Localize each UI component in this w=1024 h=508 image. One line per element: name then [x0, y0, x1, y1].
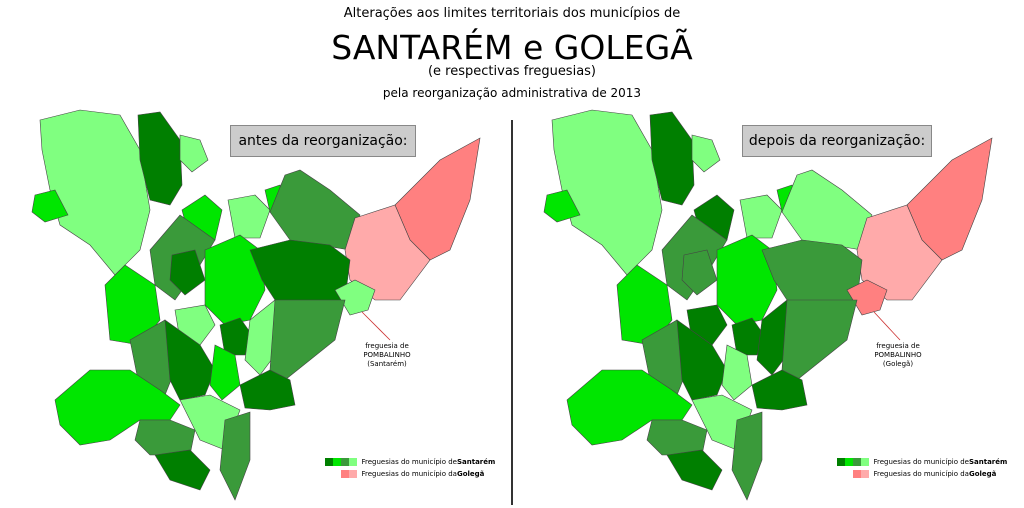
note-line: (Golegã) — [882, 360, 914, 368]
legend-golega-name: Golegã — [456, 469, 485, 478]
title-line-1: Alterações aos limites territoriais dos … — [343, 6, 681, 21]
parish-south-east-dark — [751, 369, 808, 411]
legend-golega-name: Golegã — [968, 469, 997, 478]
parish-south-west2 — [134, 419, 196, 456]
legend-after: Freguesias do município de Santarém Freg… — [837, 456, 1007, 480]
parish-north-small — [179, 134, 209, 173]
note-line: POMBALINHO — [363, 351, 411, 359]
map-after — [543, 109, 993, 501]
pointer-line-right — [873, 311, 901, 341]
parish-pombalinho — [334, 279, 376, 316]
note-line: (Santarém) — [367, 360, 407, 368]
parish-south-dark — [164, 319, 216, 401]
pombalinho-note-before: freguesia de POMBALINHO (Santarém) — [347, 342, 427, 369]
parish-north-strip — [649, 111, 695, 206]
parish-north-west — [551, 109, 663, 276]
note-line: freguesia de — [876, 342, 920, 350]
main-title: SANTARÉM e GOLEGÃ — [331, 28, 693, 67]
parish-center — [716, 234, 778, 326]
parish-center-dark — [681, 249, 718, 296]
parish-south-dark2 — [666, 449, 723, 491]
legend-before: Freguesias do município de Santarém Freg… — [325, 456, 495, 480]
legend-golega: Freguesias do município da — [361, 469, 457, 478]
legend-santarem-name: Santarém — [456, 457, 496, 466]
parish-center-east — [761, 239, 863, 306]
parish-west-mid — [616, 264, 673, 346]
map-before — [31, 109, 481, 501]
parish-center-east — [249, 239, 351, 306]
parish-south-tip — [219, 411, 251, 501]
parish-east-lower — [781, 299, 858, 381]
pointer-line-left — [361, 311, 391, 341]
parish-south-bright — [721, 344, 753, 401]
parish-south-bright — [209, 344, 241, 401]
title-line-4: pela reorganização administrativa de 201… — [382, 86, 642, 100]
legend-golega: Freguesias do município da — [873, 469, 969, 478]
note-line: POMBALINHO — [874, 351, 922, 359]
parish-mid-light2 — [244, 299, 276, 376]
panel-divider — [511, 120, 513, 505]
parish-mid-light2 — [756, 299, 788, 376]
parish-ne-b — [739, 194, 783, 239]
legend-santarem: Freguesias do município de — [361, 457, 457, 466]
note-line: freguesia de — [365, 342, 409, 350]
parish-west-mid — [104, 264, 161, 346]
parish-pombalinho — [846, 279, 888, 316]
parish-north-small — [691, 134, 721, 173]
parish-center-dark — [169, 249, 206, 296]
parish-north-west — [39, 109, 151, 276]
parish-east-lower — [269, 299, 346, 381]
pombalinho-note-after: freguesia de POMBALINHO (Golegã) — [858, 342, 938, 369]
parish-west-small — [543, 189, 581, 223]
parish-south-dark2 — [154, 449, 211, 491]
parish-south-east-dark — [239, 369, 296, 411]
subtitle: (e respectivas freguesias) — [427, 64, 597, 79]
parish-ne-b — [227, 194, 271, 239]
parish-east-large — [269, 169, 361, 251]
legend-santarem-name: Santarém — [968, 457, 1008, 466]
parish-north-strip — [137, 111, 183, 206]
panel-label-after: depois da reorganização: — [742, 125, 932, 157]
legend-santarem: Freguesias do município de — [873, 457, 969, 466]
parish-south-dark — [676, 319, 728, 401]
parish-east-large — [781, 169, 873, 251]
parish-south-tip — [731, 411, 763, 501]
parish-center — [204, 234, 266, 326]
panel-label-before: antes da reorganização: — [230, 125, 416, 157]
parish-south-west2 — [646, 419, 708, 456]
parish-west-small — [31, 189, 69, 223]
